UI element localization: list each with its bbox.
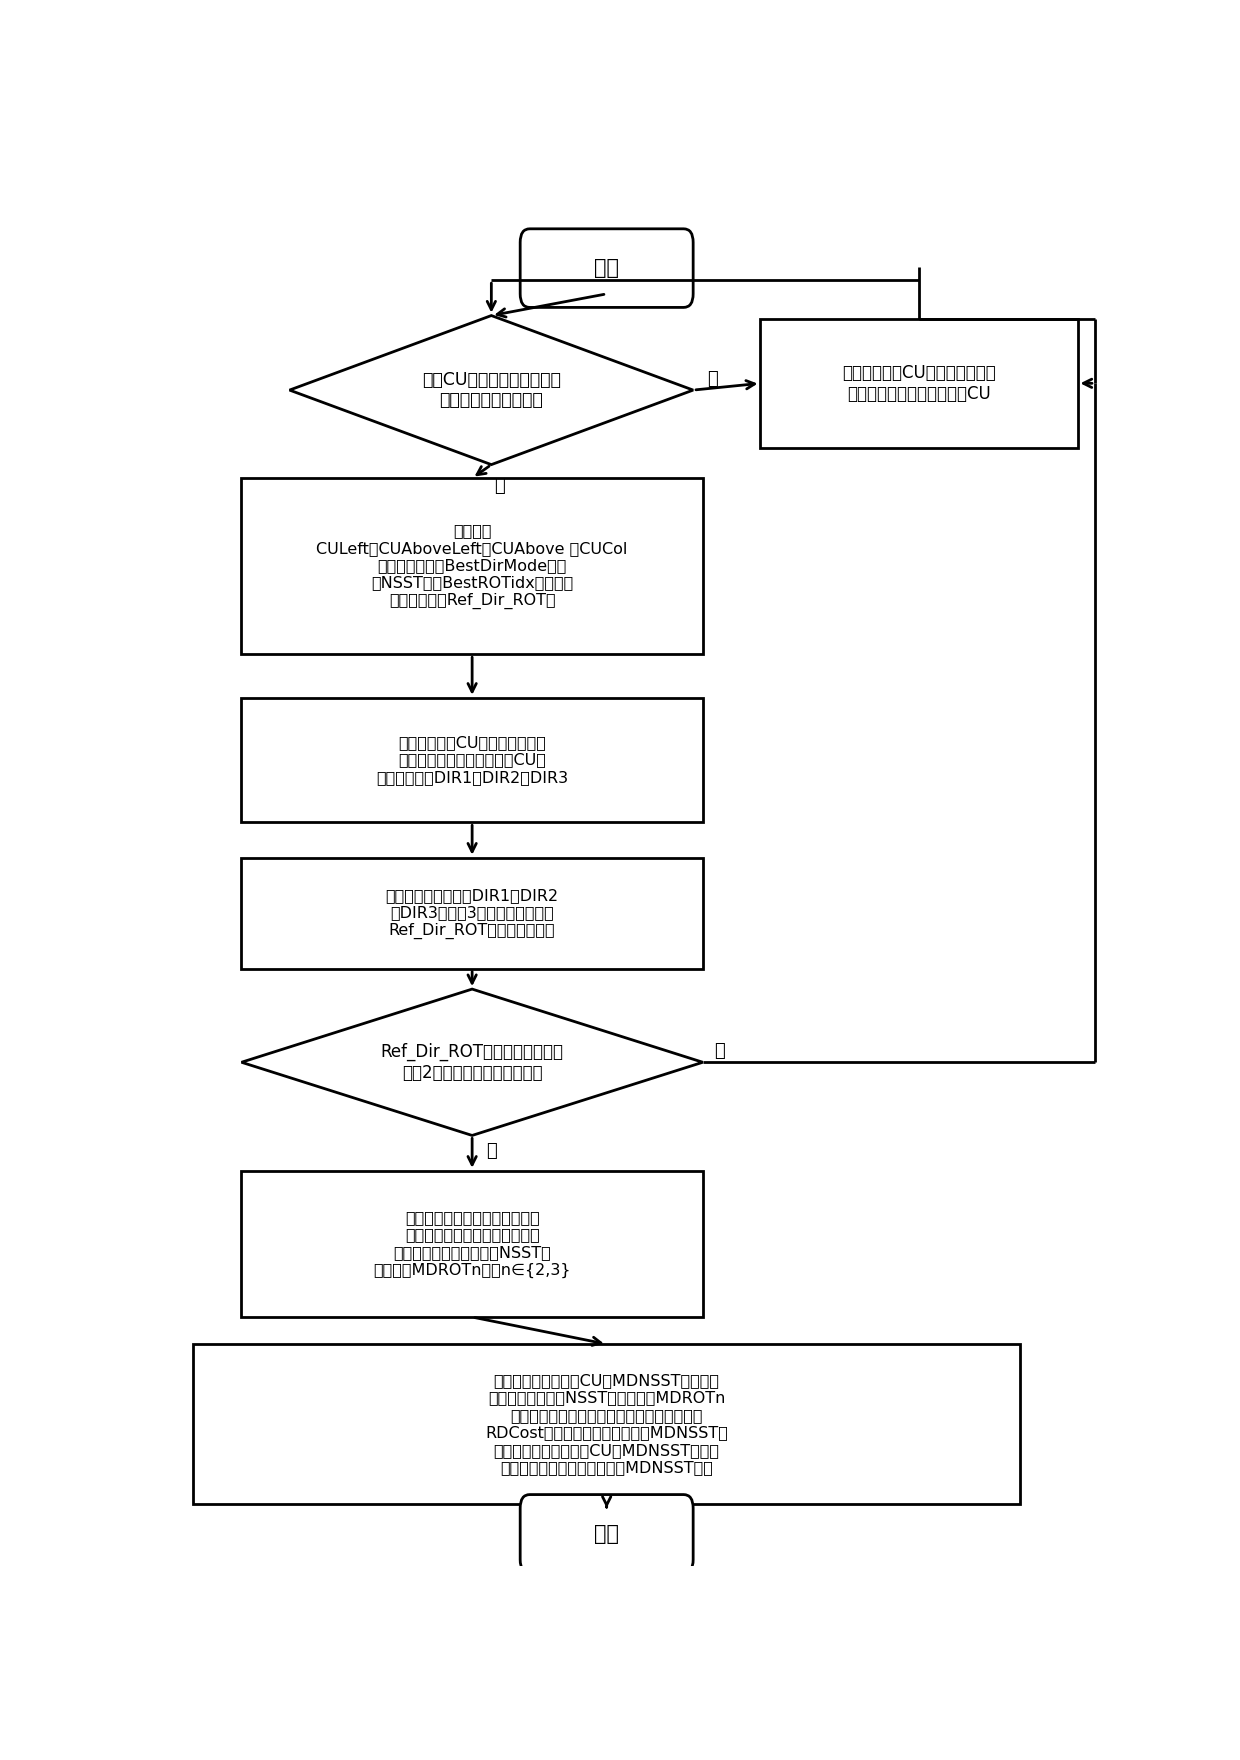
Bar	[760, 319, 1078, 447]
Text: 否: 否	[714, 1042, 725, 1061]
Text: 开始: 开始	[594, 259, 619, 278]
Text: 对当前待编码CU进行编码，从编
码器中获取当前待编码单元CU的
候选角度模式DIR1、DIR2、DIR3: 对当前待编码CU进行编码，从编 码器中获取当前待编码单元CU的 候选角度模式DI…	[376, 736, 568, 785]
Bar	[242, 857, 703, 968]
FancyBboxPatch shape	[521, 1494, 693, 1573]
Text: 是: 是	[486, 1142, 497, 1160]
Bar	[242, 697, 703, 822]
Text: Ref_Dir_ROT第一列数据中是否
存在2个及以上候选角度模式？: Ref_Dir_ROT第一列数据中是否 存在2个及以上候选角度模式？	[381, 1042, 564, 1082]
Text: 选择相同的角度模式作为预测角
度模式，并从二维矩阵中获取相
同的角度模式对应的最佳NSST模
式集合｛MDROTn｝，n∈{2,3}: 选择相同的角度模式作为预测角 度模式，并从二维矩阵中获取相 同的角度模式对应的最…	[373, 1211, 570, 1278]
FancyBboxPatch shape	[521, 229, 693, 308]
Text: 对当前待编码CU进行完整编码，
完成后编码后，进入下一个CU: 对当前待编码CU进行完整编码， 完成后编码后，进入下一个CU	[842, 364, 996, 403]
Text: 分别获取
CULeft、CUAboveLeft、CUAbove 、CUCol
的最佳角度模式BestDirMode和最
佳NSST模式BestROTidx，并依: 分别获取 CULeft、CUAboveLeft、CUAbove 、CUCol 的…	[316, 523, 627, 609]
Text: 结束: 结束	[594, 1524, 619, 1544]
Text: 当前CU是否处于编码区中的
起始位置或边缘位置？: 当前CU是否处于编码区中的 起始位置或边缘位置？	[422, 371, 560, 410]
Bar	[242, 479, 703, 655]
Bar	[242, 1170, 703, 1316]
Text: 将所述候选角度模式DIR1、DIR2
、DIR3与步骤3中获得的二维矩阵
Ref_Dir_ROT第一列数据对比: 将所述候选角度模式DIR1、DIR2 、DIR3与步骤3中获得的二维矩阵 Ref…	[386, 887, 559, 938]
Polygon shape	[242, 989, 703, 1135]
Polygon shape	[289, 315, 693, 465]
Text: 是: 是	[708, 370, 718, 389]
Text: 进入当前待编码单元CU的MDNSST索引循环
，索引值从的最佳NSST模式集合｛MDROTn
｝中由小到大依次选取，执行对应索引值下的
RDCost运算，跳过其: 进入当前待编码单元CU的MDNSST索引循环 ，索引值从的最佳NSST模式集合｛…	[485, 1373, 728, 1475]
Text: 否: 否	[495, 477, 505, 495]
Bar	[193, 1345, 1019, 1505]
